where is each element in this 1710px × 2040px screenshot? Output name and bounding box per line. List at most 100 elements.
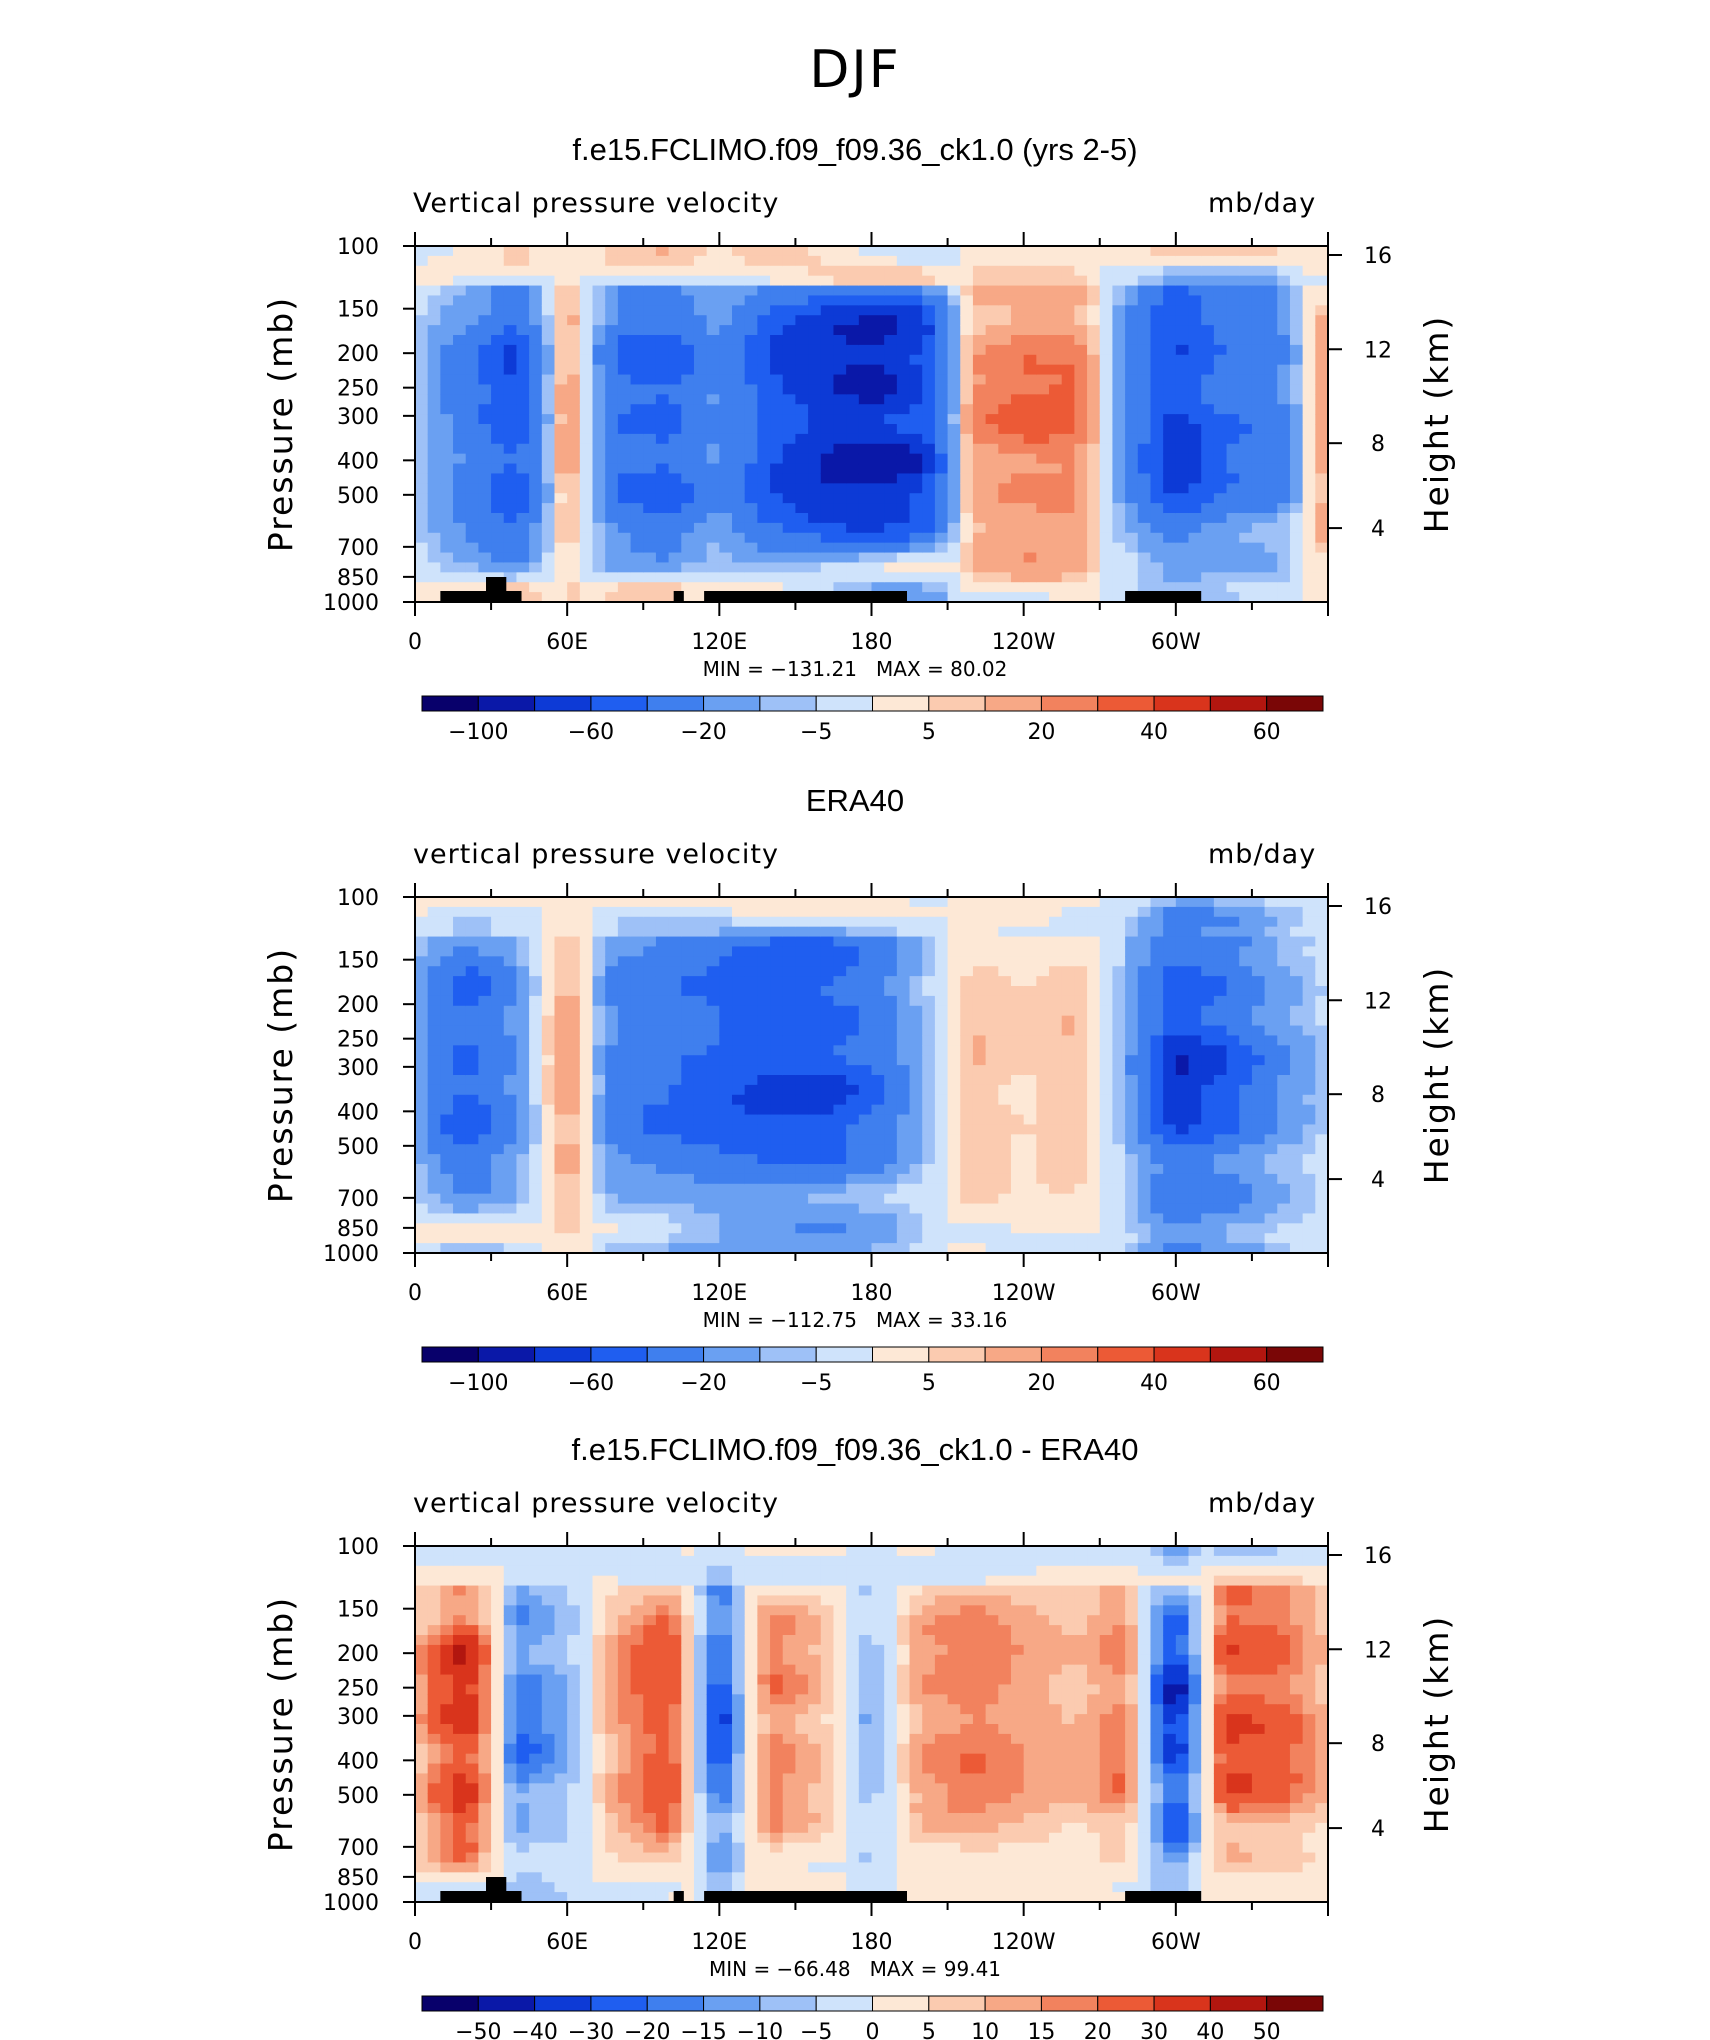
heatmap-cell: [415, 996, 428, 1006]
heatmap-cell: [669, 1223, 682, 1233]
heatmap-cell: [415, 582, 428, 592]
heatmap-cell: [643, 1055, 656, 1065]
heatmap-cell: [1074, 1233, 1087, 1243]
heatmap-cell: [1036, 1194, 1049, 1204]
heatmap-cell: [1138, 897, 1151, 907]
heatmap-cell: [960, 966, 973, 976]
heatmap-cell: [466, 946, 479, 956]
heatmap-cell: [973, 1194, 986, 1204]
heatmap-cell: [745, 1204, 758, 1214]
heatmap-cell: [795, 986, 808, 996]
heatmap-cell: [415, 473, 428, 483]
heatmap-cell: [935, 473, 948, 483]
heatmap-cell: [808, 404, 821, 414]
heatmap-cell: [859, 1164, 872, 1174]
heatmap-cell: [643, 897, 656, 907]
heatmap-cell: [833, 1016, 846, 1026]
heatmap-cell: [783, 897, 796, 907]
heatmap-cell: [1049, 1223, 1062, 1233]
heatmap-cell: [1163, 345, 1176, 355]
heatmap-cell: [466, 394, 479, 404]
heatmap-cell: [478, 1095, 491, 1105]
heatmap-cell: [795, 1184, 808, 1194]
heatmap-cell: [821, 503, 834, 513]
heatmap-cell: [1087, 493, 1100, 503]
heatmap-cell: [681, 315, 694, 325]
heatmap-cell: [732, 1065, 745, 1075]
heatmap-cell: [504, 483, 517, 493]
heatmap-cell: [948, 1233, 961, 1243]
heatmap-cell: [897, 572, 910, 582]
heatmap-cell: [1150, 325, 1163, 335]
heatmap-cell: [1176, 503, 1189, 513]
heatmap-cell: [808, 1006, 821, 1016]
heatmap-cell: [1062, 295, 1075, 305]
heatmap-cell: [1125, 1075, 1138, 1085]
heatmap-cell: [1049, 355, 1062, 365]
heatmap-cell: [529, 335, 542, 345]
heatmap-cell: [1112, 907, 1125, 917]
heatmap-cell: [516, 1016, 529, 1026]
heatmap-cell: [631, 305, 644, 315]
heatmap-cell: [1277, 266, 1290, 276]
heatmap-cell: [580, 897, 593, 907]
heatmap-cell: [935, 1006, 948, 1016]
heatmap-cell: [618, 946, 631, 956]
heatmap-cell: [580, 543, 593, 553]
heatmap-cell: [783, 464, 796, 474]
heatmap-cell: [669, 1035, 682, 1045]
heatmap-cell: [795, 246, 808, 256]
heatmap-cell: [1125, 286, 1138, 296]
heatmap-cell: [935, 483, 948, 493]
heatmap-cell: [1138, 345, 1151, 355]
heatmap-cell: [593, 553, 606, 563]
heatmap-cell: [504, 1105, 517, 1115]
heatmap-cell: [833, 543, 846, 553]
heatmap-cell: [986, 394, 999, 404]
heatmap-cell: [1214, 1154, 1227, 1164]
heatmap-cell: [694, 513, 707, 523]
heatmap-cell: [973, 473, 986, 483]
heatmap-cell: [681, 365, 694, 375]
heatmap-cell: [859, 1006, 872, 1016]
heatmap-cell: [466, 553, 479, 563]
heatmap-cell: [1074, 986, 1087, 996]
heatmap-cell: [707, 246, 720, 256]
heatmap-cell: [605, 1085, 618, 1095]
heatmap-cell: [1189, 305, 1202, 315]
heatmap-cell: [428, 424, 441, 434]
heatmap-cell: [681, 266, 694, 276]
heatmap-cell: [1214, 493, 1227, 503]
heatmap-cell: [1189, 937, 1202, 947]
heatmap-cell: [1290, 394, 1303, 404]
colorbar-swatch: [760, 696, 816, 711]
heatmap-cell: [1303, 562, 1316, 572]
heatmap-cell: [859, 414, 872, 424]
heatmap-cell: [1024, 276, 1037, 286]
heatmap-cell: [757, 305, 770, 315]
heatmap-cell: [478, 444, 491, 454]
heatmap-cell: [859, 1233, 872, 1243]
heatmap-cell: [1277, 513, 1290, 523]
heatmap-cell: [593, 956, 606, 966]
heatmap-cell: [593, 1085, 606, 1095]
heatmap-cell: [821, 404, 834, 414]
heatmap-cell: [1036, 246, 1049, 256]
heatmap-cell: [681, 533, 694, 543]
heatmap-cell: [669, 295, 682, 305]
heatmap-cell: [1112, 276, 1125, 286]
heatmap-cell: [935, 384, 948, 394]
heatmap-cell: [631, 986, 644, 996]
heatmap-cell: [1189, 986, 1202, 996]
heatmap-cell: [1138, 464, 1151, 474]
heatmap-cell: [694, 1233, 707, 1243]
heatmap-cell: [1112, 335, 1125, 345]
heatmap-cell: [669, 305, 682, 315]
heatmap-cell: [1201, 582, 1214, 592]
heatmap-cell: [986, 986, 999, 996]
heatmap-cell: [859, 897, 872, 907]
heatmap-cell: [1201, 503, 1214, 513]
heatmap-cell: [960, 1144, 973, 1154]
heatmap-cell: [719, 276, 732, 286]
heatmap-cell: [707, 543, 720, 553]
